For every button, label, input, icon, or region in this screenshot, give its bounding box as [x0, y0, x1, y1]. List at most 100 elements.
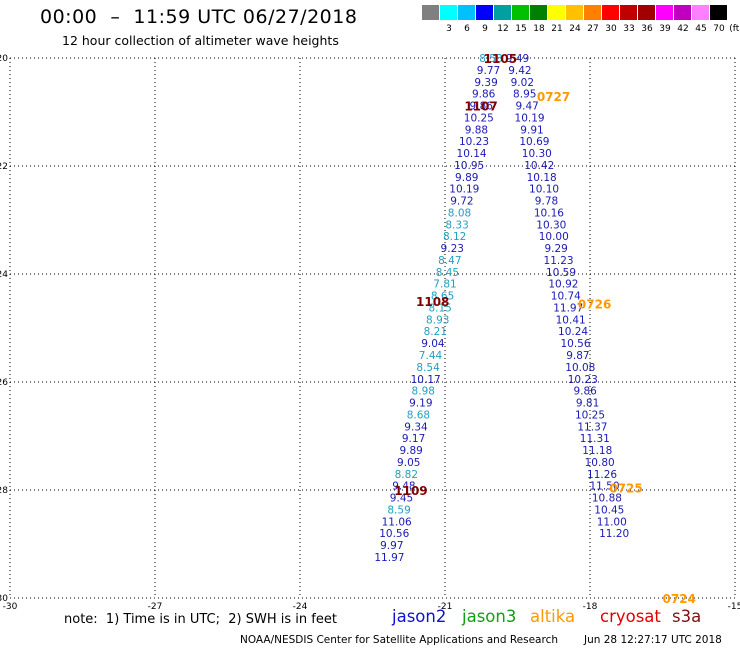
y-tick-label: -26 [0, 378, 8, 388]
legend-label: 21 [551, 24, 563, 34]
y-tick-label: -20 [0, 54, 8, 64]
data-point-label: 11.37 [577, 421, 607, 433]
data-point-label: 11.97 [553, 302, 583, 314]
data-point-label: 10.30 [536, 219, 566, 231]
legend-swatch [566, 5, 583, 20]
legend-swatch [512, 5, 529, 20]
legend-label: 9 [482, 24, 488, 34]
legend-label: 18 [533, 24, 545, 34]
legend-swatch [710, 5, 727, 20]
data-point-label: 10.14 [457, 148, 487, 160]
data-point-label: 9.97 [380, 540, 403, 552]
data-point-label: 8.45 [436, 267, 459, 279]
data-point-label: 10.80 [585, 457, 615, 469]
time-label: 1108 [416, 295, 449, 309]
data-point-label: 9.39 [474, 77, 497, 89]
data-point-label: 9.89 [455, 172, 478, 184]
data-point-label: 11.26 [587, 469, 617, 481]
legend-label: 45 [695, 24, 707, 34]
data-point-label: 9.47 [515, 101, 538, 113]
y-tick-label: -30 [0, 594, 8, 604]
legend-label: 15 [515, 24, 527, 34]
chart-title: 00:00 – 11:59 UTC 06/27/2018 [40, 6, 358, 28]
data-point-label: 8.68 [407, 409, 430, 421]
x-tick-label: -27 [148, 602, 163, 612]
legend-swatch [530, 5, 547, 20]
data-point-label: 9.05 [397, 457, 420, 469]
data-point-label: 11.23 [544, 255, 574, 267]
data-point-label: 9.77 [477, 65, 500, 77]
data-point-label: 10.92 [548, 279, 578, 291]
data-point-label: 10.41 [556, 314, 586, 326]
satellite-jason3: jason3 [462, 607, 517, 626]
data-point-label: 9.02 [511, 77, 534, 89]
legend-swatch [476, 5, 493, 20]
x-tick-label: -24 [293, 602, 308, 612]
legend-label: 30 [605, 24, 617, 34]
time-label: 1107 [464, 100, 497, 114]
data-point-label: 10.42 [524, 160, 554, 172]
data-point-label: 11.06 [382, 516, 412, 528]
legend-label: 36 [641, 24, 653, 34]
data-point-label: 9.89 [399, 445, 422, 457]
legend-swatch [602, 5, 619, 20]
data-point-label: 9.42 [508, 65, 531, 77]
data-point-label: 10.59 [546, 267, 576, 279]
data-point-label: 11.20 [599, 528, 629, 540]
time-label: 0725 [609, 481, 642, 495]
legend-label: 33 [623, 24, 635, 34]
data-point-label: 10.56 [379, 528, 409, 540]
time-label: 1105 [484, 52, 517, 66]
legend-label: 39 [659, 24, 671, 34]
data-point-label: 8.59 [387, 504, 410, 516]
data-point-label: 10.10 [529, 184, 559, 196]
data-point-label: 10.18 [527, 172, 557, 184]
data-point-label: 8.93 [426, 314, 449, 326]
footer-date: Jun 28 12:27:17 UTC 2018 [584, 634, 722, 646]
legend-label: 6 [464, 24, 470, 34]
legend-label: 42 [677, 24, 689, 34]
legend-label: 70 [713, 24, 725, 34]
legend-swatch [422, 5, 439, 20]
data-point-label: 8.82 [395, 469, 418, 481]
x-tick-label: -15 [728, 602, 740, 612]
data-point-label: 9.04 [421, 338, 445, 350]
data-point-label: 9.34 [404, 421, 428, 433]
data-point-label: 9.91 [520, 124, 543, 136]
y-tick-label: -28 [0, 486, 8, 496]
data-point-label: 8.58 [479, 53, 502, 65]
note-text: note: 1) Time is in UTC; 2) SWH is in fe… [64, 612, 337, 627]
legend-unit: (ft) [729, 24, 740, 34]
data-point-label: 10.24 [558, 326, 588, 338]
data-point-label: 11.31 [580, 433, 610, 445]
data-point-label: 9.29 [544, 243, 567, 255]
satellite-jason2: jason2 [392, 607, 447, 626]
data-point-label: 10.74 [551, 291, 581, 303]
data-point-label: 8.95 [513, 89, 536, 101]
data-point-label: 8.54 [416, 362, 440, 374]
data-point-label: 10.95 [454, 160, 484, 172]
legend-swatch [440, 5, 457, 20]
data-point-label: 9.49 [506, 53, 529, 65]
data-point-label: 8.65 [431, 291, 454, 303]
legend-swatch [692, 5, 709, 20]
x-tick-label: -21 [438, 602, 453, 612]
data-point-label: 10.30 [522, 148, 552, 160]
data-point-label: 10.23 [459, 136, 489, 148]
legend-swatch [638, 5, 655, 20]
data-point-label: 10.88 [592, 493, 622, 505]
data-point-label: 8.47 [438, 255, 461, 267]
time-label: 0727 [537, 90, 570, 104]
data-point-label: 10.16 [534, 207, 564, 219]
data-point-label: 10.56 [560, 338, 590, 350]
data-point-label: 8.08 [448, 207, 471, 219]
data-point-label: 11.97 [374, 552, 404, 564]
data-point-label: 10.19 [515, 112, 545, 124]
legend-swatch [674, 5, 691, 20]
time-label: 1109 [394, 484, 427, 498]
legend-swatch [458, 5, 475, 20]
legend-swatch [620, 5, 637, 20]
chart-subtitle: 12 hour collection of altimeter wave hei… [62, 33, 339, 48]
data-point-label: 9.23 [441, 243, 464, 255]
data-point-label: 7.44 [419, 350, 443, 362]
